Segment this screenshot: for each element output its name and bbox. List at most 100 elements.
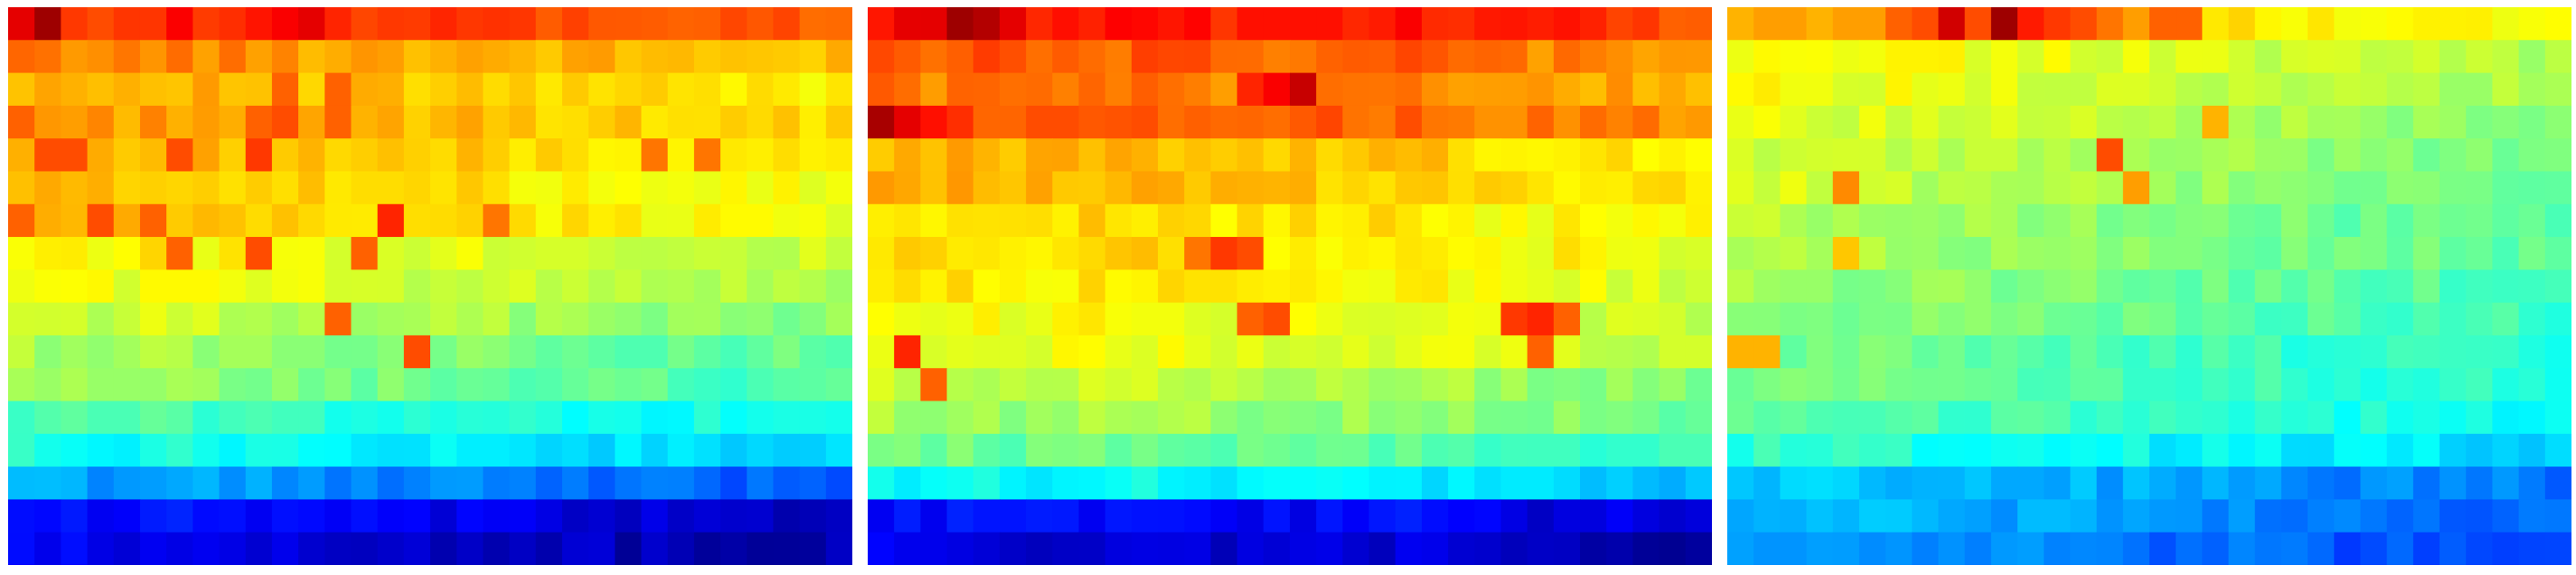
heatmap-cell [2544, 302, 2571, 336]
heatmap-cell [747, 269, 775, 304]
heatmap-cell [1290, 269, 1317, 304]
heatmap-cell [377, 105, 405, 139]
heatmap-cell [271, 171, 299, 205]
heatmap-cell [1210, 532, 1238, 565]
heatmap-cell [1832, 105, 1860, 139]
heatmap-cell [1448, 532, 1475, 565]
heatmap-cell [1780, 401, 1808, 435]
heatmap-cell [2308, 302, 2335, 336]
heatmap-cell [324, 72, 353, 107]
heatmap-cell [219, 335, 247, 369]
heatmap-cell [8, 171, 35, 205]
heatmap-cell [1078, 335, 1106, 369]
heatmap-cell [1236, 302, 1264, 336]
heatmap-cell [535, 467, 563, 501]
heatmap-cell [456, 335, 484, 369]
heatmap-cell [641, 368, 669, 402]
heatmap-cell [1858, 72, 1886, 107]
heatmap-cell [2017, 335, 2045, 369]
heatmap-cell [1885, 532, 1913, 565]
heatmap-cell [219, 203, 247, 238]
heatmap-cell [773, 467, 801, 501]
heatmap-cell [377, 335, 405, 369]
heatmap-cell [2412, 532, 2440, 565]
heatmap-cell [1105, 237, 1133, 270]
heatmap-cell [1500, 269, 1528, 304]
heatmap-cell [1858, 499, 1886, 533]
heatmap-cell [430, 532, 457, 565]
heatmap-cell [351, 203, 379, 238]
heatmap-cell [2518, 72, 2546, 107]
heatmap-cell [113, 72, 141, 107]
heatmap-cell [1990, 171, 2018, 205]
heatmap-cell [271, 467, 299, 501]
heatmap-1 [8, 7, 852, 565]
heatmap-cell [219, 433, 247, 467]
heatmap-cell [1131, 368, 1159, 402]
heatmap-cell [1210, 105, 1238, 139]
heatmap-cell [1780, 532, 1808, 565]
heatmap-cell [8, 7, 35, 41]
heatmap-cell [1184, 302, 1212, 336]
heatmap-cell [2254, 433, 2282, 467]
heatmap-cell [1210, 401, 1238, 435]
heatmap-cell [1500, 138, 1528, 173]
heatmap-cell [483, 467, 511, 501]
heatmap-cell [351, 138, 379, 173]
heatmap-cell [773, 105, 801, 139]
heatmap-cell [1912, 138, 1940, 173]
heatmap-cell [1263, 433, 1291, 467]
heatmap-cell [1474, 203, 1502, 238]
heatmap-cell [456, 302, 484, 336]
heatmap-cell [2122, 269, 2150, 304]
heatmap-cell [720, 237, 747, 270]
heatmap-cell [377, 269, 405, 304]
heatmap-cell [1964, 105, 1992, 139]
heatmap-cell [1606, 499, 1634, 533]
heatmap-cell [1236, 467, 1264, 501]
heatmap-cell [219, 40, 247, 74]
heatmap-cell [324, 335, 353, 369]
heatmap-cell [2202, 72, 2230, 107]
heatmap-cell [747, 72, 775, 107]
heatmap-cell [1131, 203, 1159, 238]
heatmap-cell [825, 7, 852, 41]
heatmap-cell [641, 335, 669, 369]
heatmap-cell [298, 269, 325, 304]
heatmap-cell [61, 105, 89, 139]
heatmap-cell [894, 269, 921, 304]
heatmap-cell [139, 302, 167, 336]
heatmap-cell [1527, 72, 1555, 107]
heatmap-cell [615, 401, 643, 435]
heatmap-cell [1727, 269, 1754, 304]
heatmap-cell [999, 171, 1027, 205]
heatmap-cell [34, 335, 61, 369]
heatmap-cell [483, 302, 511, 336]
heatmap-cell [430, 499, 457, 533]
heatmap-cell [973, 499, 1001, 533]
heatmap-cell [799, 237, 827, 270]
heatmap-cell [377, 401, 405, 435]
heatmap-cell [61, 401, 89, 435]
heatmap-cell [1342, 532, 1370, 565]
heatmap-cell [1395, 368, 1423, 402]
heatmap-cell [2149, 335, 2176, 369]
heatmap-cell [271, 532, 299, 565]
heatmap-cell [1290, 171, 1317, 205]
heatmap-cell [1806, 105, 1834, 139]
heatmap-cell [1912, 368, 1940, 402]
heatmap-cell [1527, 335, 1555, 369]
heatmap-cell [1685, 269, 1712, 304]
heatmap-cell [2440, 335, 2467, 369]
heatmap-cell [483, 532, 511, 565]
heatmap-cell [894, 72, 921, 107]
heatmap-cell [2228, 401, 2256, 435]
heatmap-cell [166, 302, 193, 336]
heatmap-cell [1632, 7, 1660, 41]
heatmap-cell [1964, 532, 1992, 565]
heatmap-cell [1158, 105, 1185, 139]
heatmap-cell [1448, 40, 1475, 74]
heatmap-cell [1753, 368, 1781, 402]
heatmap-cell [271, 269, 299, 304]
heatmap-cell [1184, 368, 1212, 402]
